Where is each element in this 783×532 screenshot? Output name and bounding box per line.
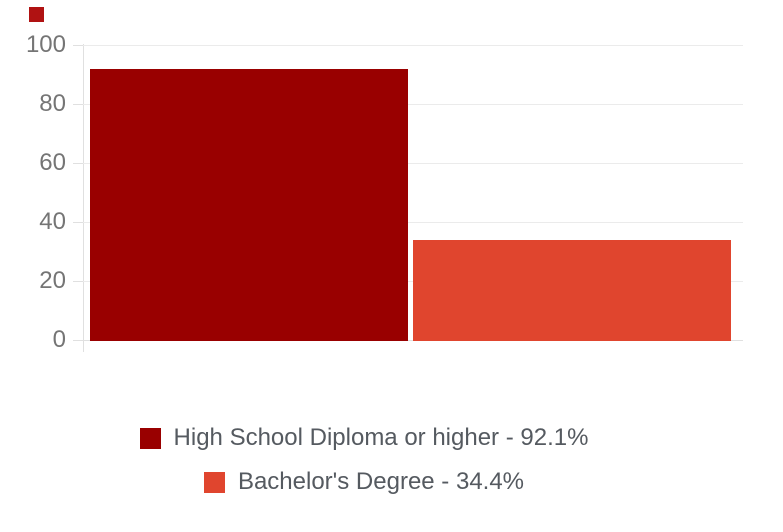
legend-label: Bachelor's Degree - 34.4% bbox=[237, 468, 525, 495]
y-axis-label-40: 40 bbox=[39, 208, 66, 235]
y-tick-mark-80 bbox=[73, 104, 83, 105]
y-axis-label-60: 60 bbox=[39, 149, 66, 176]
gridline-60 bbox=[83, 163, 743, 164]
legend-item-bachelor-s-degree: Bachelor's Degree - 34.4% bbox=[203, 468, 525, 495]
y-axis-label-0: 0 bbox=[52, 326, 66, 353]
legend-swatch-icon bbox=[139, 427, 161, 449]
gridline-40 bbox=[83, 222, 743, 223]
y-axis-label-100: 100 bbox=[25, 31, 66, 58]
y-tick-mark-40 bbox=[73, 222, 83, 223]
y-tick-mark-0 bbox=[73, 340, 83, 341]
y-axis-label-20: 20 bbox=[39, 267, 66, 294]
legend-item-high-school-diploma-or-higher: High School Diploma or higher - 92.1% bbox=[139, 424, 589, 451]
chart-legend: High School Diploma or higher - 92.1% Bac… bbox=[0, 424, 783, 495]
red-marker-square bbox=[29, 7, 44, 22]
bar-bachelor-s-degree[interactable] bbox=[413, 240, 731, 341]
legend-swatch-icon bbox=[203, 471, 225, 493]
y-axis-label-80: 80 bbox=[39, 90, 66, 117]
legend-label: High School Diploma or higher - 92.1% bbox=[173, 424, 589, 451]
y-axis-line bbox=[83, 44, 84, 352]
y-tick-mark-20 bbox=[73, 281, 83, 282]
gridline-100 bbox=[83, 45, 743, 46]
gridline-80 bbox=[83, 104, 743, 105]
bar-high-school-diploma-or-higher[interactable] bbox=[90, 69, 408, 341]
y-tick-mark-60 bbox=[73, 163, 83, 164]
y-tick-mark-100 bbox=[73, 45, 83, 46]
